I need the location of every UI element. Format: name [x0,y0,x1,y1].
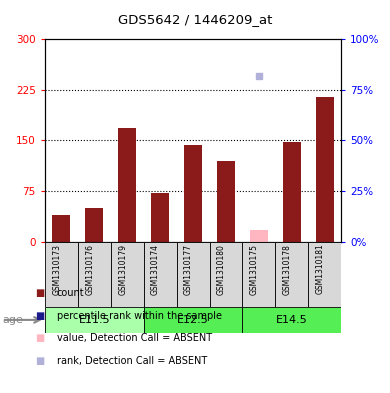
Bar [111,242,144,307]
Bar [52,215,70,242]
Bar [144,242,177,307]
Text: GSM1310179: GSM1310179 [118,244,127,295]
Bar [151,193,169,242]
Text: GSM1310180: GSM1310180 [217,244,226,294]
Text: GSM1310177: GSM1310177 [184,244,193,295]
Bar [144,307,243,333]
Text: age: age [2,315,23,325]
Text: ■: ■ [35,356,44,366]
Bar [250,230,268,242]
Bar [243,242,275,307]
Text: ■: ■ [35,288,44,298]
Bar [243,307,341,333]
Text: ■: ■ [35,310,44,321]
Bar [184,145,202,242]
Bar [217,161,235,242]
Text: GSM1310176: GSM1310176 [85,244,94,295]
Bar [275,242,308,307]
Bar [283,142,301,242]
Bar [177,242,209,307]
Text: value, Detection Call = ABSENT: value, Detection Call = ABSENT [57,333,212,343]
Bar [209,242,243,307]
Bar [85,208,103,242]
Bar [316,97,334,242]
Bar [118,129,136,242]
Text: E14.5: E14.5 [276,315,308,325]
Text: rank, Detection Call = ABSENT: rank, Detection Call = ABSENT [57,356,207,366]
Bar [45,242,78,307]
Text: GSM1310175: GSM1310175 [250,244,259,295]
Text: GSM1310178: GSM1310178 [283,244,292,294]
Text: GSM1310181: GSM1310181 [316,244,325,294]
Text: GSM1310173: GSM1310173 [52,244,61,295]
Text: E12.5: E12.5 [177,315,209,325]
Text: GDS5642 / 1446209_at: GDS5642 / 1446209_at [118,13,272,26]
Text: count: count [57,288,84,298]
Bar [45,307,144,333]
Text: percentile rank within the sample: percentile rank within the sample [57,310,222,321]
Bar [308,242,341,307]
Text: ■: ■ [35,333,44,343]
Bar [78,242,111,307]
Text: E11.5: E11.5 [78,315,110,325]
Text: GSM1310174: GSM1310174 [151,244,160,295]
